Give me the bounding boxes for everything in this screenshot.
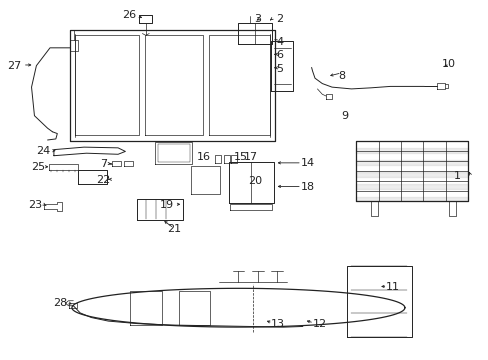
- Text: 14: 14: [300, 158, 314, 168]
- Text: 11: 11: [385, 282, 399, 292]
- Text: 15: 15: [233, 152, 247, 162]
- Text: 18: 18: [300, 182, 314, 192]
- Text: 20: 20: [248, 176, 262, 186]
- Text: 27: 27: [7, 61, 22, 71]
- Text: 6: 6: [276, 50, 283, 60]
- Text: 7: 7: [100, 159, 107, 169]
- Text: 24: 24: [36, 147, 50, 157]
- Text: 13: 13: [271, 319, 285, 329]
- Text: 23: 23: [28, 200, 42, 210]
- Text: 10: 10: [441, 59, 455, 69]
- Text: 1: 1: [453, 171, 460, 181]
- Text: 21: 21: [166, 224, 181, 234]
- Text: 5: 5: [276, 64, 283, 74]
- Text: 26: 26: [122, 10, 136, 20]
- Text: 3: 3: [254, 14, 261, 23]
- Text: 19: 19: [160, 200, 174, 210]
- Text: 9: 9: [341, 111, 348, 121]
- Text: 4: 4: [276, 37, 283, 48]
- Text: 25: 25: [31, 162, 45, 172]
- Text: 16: 16: [196, 152, 210, 162]
- Text: 17: 17: [243, 152, 257, 162]
- Text: 28: 28: [53, 298, 67, 308]
- Text: 12: 12: [312, 319, 326, 329]
- Text: 2: 2: [276, 14, 283, 23]
- Text: 22: 22: [96, 175, 111, 185]
- Text: 8: 8: [338, 71, 345, 81]
